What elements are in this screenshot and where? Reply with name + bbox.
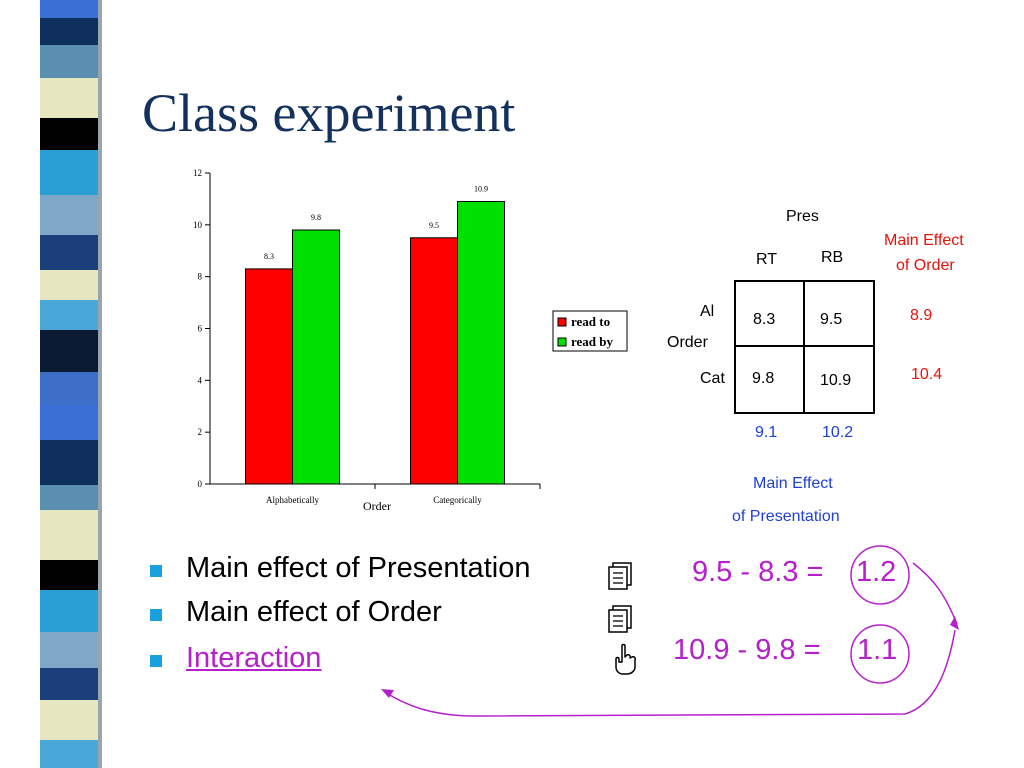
order-label: Order [667,334,708,351]
strip-block [40,590,98,632]
chart-axes: 0 2 4 6 8 10 12 Alphabetically Categorically [193,168,541,505]
legend-swatch [557,317,567,327]
cell-cat-rt: 9.8 [752,370,775,387]
chart-data-labels: 8.3 9.8 9.5 10.9 [264,185,488,261]
bullet-marker-1 [150,565,162,577]
data-label: 8.3 [264,252,274,261]
decorative-color-strip [40,0,102,768]
pres-label: Pres [786,208,819,225]
bullet-interaction: Interaction [186,642,322,674]
row-header-cat: Cat [700,370,725,387]
equation-2-result: 1.1 [857,634,898,666]
bar-read-by-1 [457,201,505,485]
bullet-marker-3 [150,655,162,667]
bullet-main-effect-presentation: Main effect of Presentation [186,552,531,584]
main-effect-order-title-line2: of Order [896,257,955,274]
chart-bars [245,201,505,485]
strip-shadow [98,0,102,768]
main-effect-order-title-line1: Main Effect [884,232,964,249]
data-label: 9.8 [311,213,321,222]
main-effect-pres-rb: 10.2 [822,424,854,441]
strip-block [40,300,98,330]
strip-block [40,740,98,768]
legend-label: read by [571,334,614,349]
x-axis-title: Order [363,499,391,513]
legend-swatch [557,337,567,347]
chart-legend: read to read by [552,310,628,352]
legend-label: read to [571,314,610,329]
main-effect-order-al: 8.9 [910,307,933,324]
strip-block [40,78,98,118]
col-header-rt: RT [756,251,778,268]
cell-al-rt: 8.3 [753,311,776,328]
strip-block [40,195,98,235]
equation-2-lhs: 10.9 - 9.8 = [673,634,821,666]
cell-cat-rb: 10.9 [820,372,852,389]
y-tick-label: 0 [198,479,203,489]
main-effect-pres-title-line1: Main Effect [753,475,833,492]
y-tick-label: 4 [198,375,203,385]
strip-block [40,150,98,195]
bar-read-to-1 [410,237,458,485]
strip-block [40,700,98,740]
data-label: 10.9 [474,185,488,194]
strip-block [40,118,98,150]
pointing-hand-icon [615,643,636,675]
row-header-al: Al [700,303,715,320]
strip-block [40,560,98,590]
bullet-marker-2 [150,609,162,621]
y-tick-label: 6 [198,324,203,334]
strip-block [40,45,98,78]
strip-block [40,510,98,560]
bar-read-by-0 [292,229,340,485]
strip-block [40,235,98,270]
equation-1-lhs: 9.5 - 8.3 = [692,556,824,588]
data-label: 9.5 [429,221,439,230]
checklist-icon [608,562,632,590]
slide-title: Class experiment [142,83,516,143]
strip-block [40,632,98,668]
bar-read-to-0 [245,268,293,485]
strip-block [40,0,98,18]
cell-al-rb: 9.5 [820,311,843,328]
main-effect-order-cat: 10.4 [911,366,943,383]
y-tick-label: 8 [198,272,203,282]
y-tick-label: 10 [193,220,203,230]
y-tick-label: 2 [198,427,203,437]
bullet-main-effect-order: Main effect of Order [186,596,442,628]
strip-block [40,18,98,45]
strip-block [40,372,98,405]
strip-block [40,668,98,700]
strip-block [40,440,98,485]
main-effect-pres-title-line2: of Presentation [732,508,840,525]
x-tick-label: Alphabetically [266,495,319,505]
strip-block [40,405,98,440]
strip-block [40,485,98,510]
checklist-icon [608,605,632,633]
col-header-rb: RB [821,249,844,266]
y-tick-label: 12 [193,168,202,178]
strip-block [40,270,98,300]
main-effect-pres-rt: 9.1 [755,424,778,441]
equation-1-result: 1.2 [856,556,897,588]
x-tick-label: Categorically [433,495,482,505]
strip-block [40,330,98,372]
